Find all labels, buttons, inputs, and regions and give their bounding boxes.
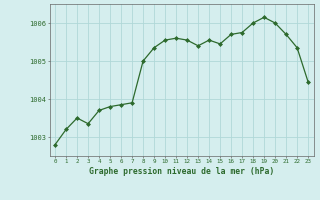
X-axis label: Graphe pression niveau de la mer (hPa): Graphe pression niveau de la mer (hPa) [89,167,274,176]
